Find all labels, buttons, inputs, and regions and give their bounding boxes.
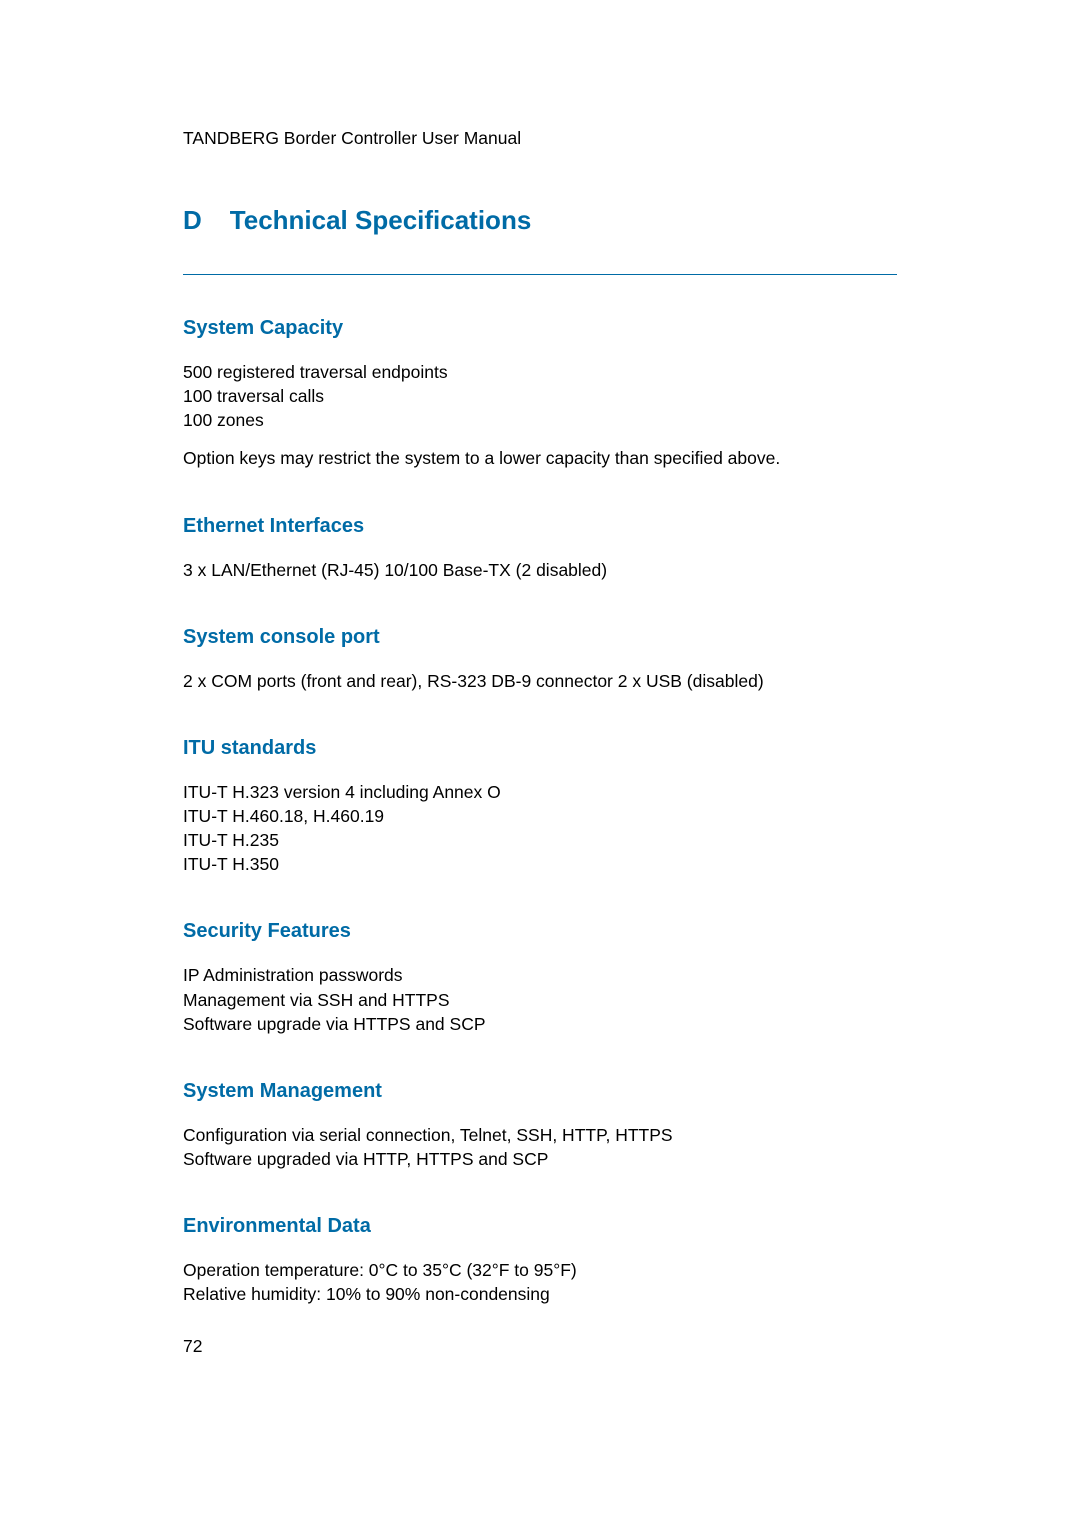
- section-ethernet-interfaces: Ethernet Interfaces 3 x LAN/Ethernet (RJ…: [183, 515, 897, 582]
- section-body: Configuration via serial connection, Tel…: [183, 1123, 897, 1171]
- appendix-title-text: Technical Specifications: [230, 205, 532, 235]
- running-header: TANDBERG Border Controller User Manual: [183, 128, 897, 149]
- section-heading: System Management: [183, 1080, 897, 1103]
- section-body: IP Administration passwords Management v…: [183, 963, 897, 1035]
- section-system-capacity: System Capacity 500 registered traversal…: [183, 317, 897, 471]
- section-heading: ITU standards: [183, 737, 897, 760]
- section-system-management: System Management Configuration via seri…: [183, 1080, 897, 1171]
- section-heading: Environmental Data: [183, 1215, 897, 1238]
- appendix-title: D Technical Specifications: [183, 205, 897, 236]
- section-heading: Security Features: [183, 920, 897, 943]
- page-number: 72: [183, 1334, 202, 1358]
- horizontal-rule: [183, 274, 897, 275]
- section-itu-standards: ITU standards ITU-T H.323 version 4 incl…: [183, 737, 897, 877]
- section-heading: System console port: [183, 626, 897, 649]
- section-body: 3 x LAN/Ethernet (RJ-45) 10/100 Base-TX …: [183, 558, 897, 582]
- section-body: 500 registered traversal endpoints 100 t…: [183, 360, 897, 432]
- section-heading: Ethernet Interfaces: [183, 515, 897, 538]
- section-system-console-port: System console port 2 x COM ports (front…: [183, 626, 897, 693]
- appendix-letter: D: [183, 205, 202, 236]
- page-content: TANDBERG Border Controller User Manual D…: [183, 128, 897, 1334]
- section-security-features: Security Features IP Administration pass…: [183, 920, 897, 1035]
- section-body: ITU-T H.323 version 4 including Annex O …: [183, 780, 897, 877]
- section-heading: System Capacity: [183, 317, 897, 340]
- section-body: 2 x COM ports (front and rear), RS-323 D…: [183, 669, 897, 693]
- section-environmental-data: Environmental Data Operation temperature…: [183, 1215, 897, 1306]
- section-note: Option keys may restrict the system to a…: [183, 446, 897, 470]
- section-body: Operation temperature: 0°C to 35°C (32°F…: [183, 1258, 897, 1306]
